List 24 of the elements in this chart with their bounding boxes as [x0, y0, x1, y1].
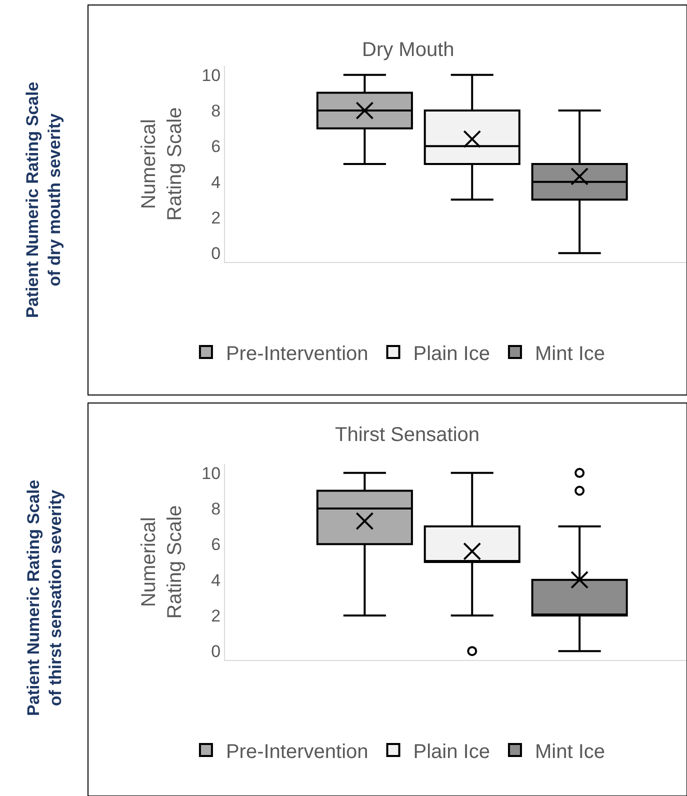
text: Patient Numeric Rating Scale of dry mouth severity	[23, 82, 64, 318]
legend-label: Plain Ice	[413, 740, 490, 763]
y-tick-label: 2	[211, 606, 221, 626]
y-tick-label: 6	[211, 137, 221, 156]
y-tick-label: 0	[211, 642, 221, 662]
legend-label: Pre-Intervention	[226, 740, 368, 763]
chart-title: Dry Mouth	[362, 39, 454, 61]
y-tick-label: 4	[211, 570, 221, 590]
legend-label: Mint Ice	[534, 342, 606, 365]
legend-label: Mint Ice	[534, 740, 606, 763]
y-tick-label: 0	[211, 244, 221, 264]
y-tick-label: 8	[211, 500, 221, 518]
chart-title: Thirst Sensation	[335, 424, 480, 446]
text: Patient Numeric Rating Scale of thirst sensation severity	[24, 480, 66, 716]
y-axis-title: Numerical Rating Scale	[138, 505, 186, 619]
y-tick-label: 10	[202, 464, 221, 483]
y-axis-title: Numerical Rating Scale	[138, 107, 186, 221]
y-tick-label: 4	[211, 172, 221, 192]
y-tick-label: 10	[202, 66, 221, 85]
legend-label: Plain Ice	[413, 342, 490, 365]
legend-label: Pre-Intervention	[226, 342, 368, 365]
y-tick-label: 8	[211, 102, 221, 120]
y-tick-label: 2	[211, 208, 221, 228]
y-tick-label: 6	[211, 535, 221, 554]
